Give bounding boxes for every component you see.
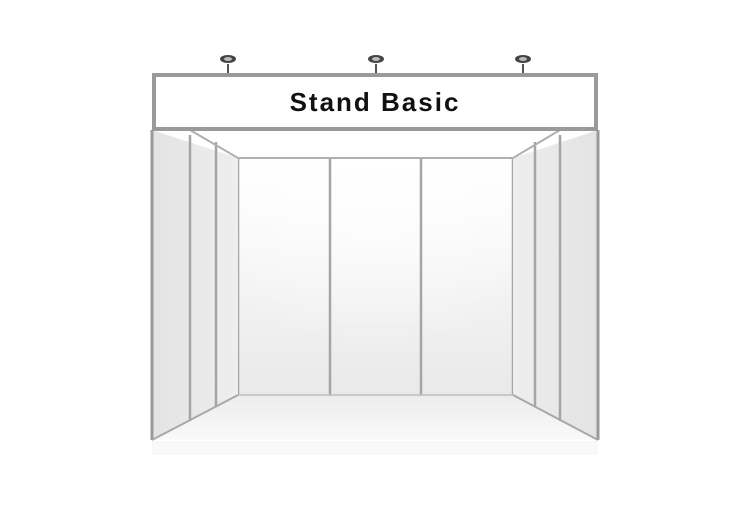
right-side-wall — [512, 129, 600, 441]
spotlight-icon — [515, 55, 531, 73]
fascia-board — [152, 73, 598, 131]
floor-reflection — [152, 441, 598, 455]
spotlight-icon — [368, 55, 384, 73]
booth-floor — [152, 395, 598, 440]
left-side-wall — [150, 129, 239, 441]
spotlight-icon — [220, 55, 236, 73]
back-wall — [236, 157, 515, 396]
fascia-title: Stand Basic — [289, 86, 461, 117]
